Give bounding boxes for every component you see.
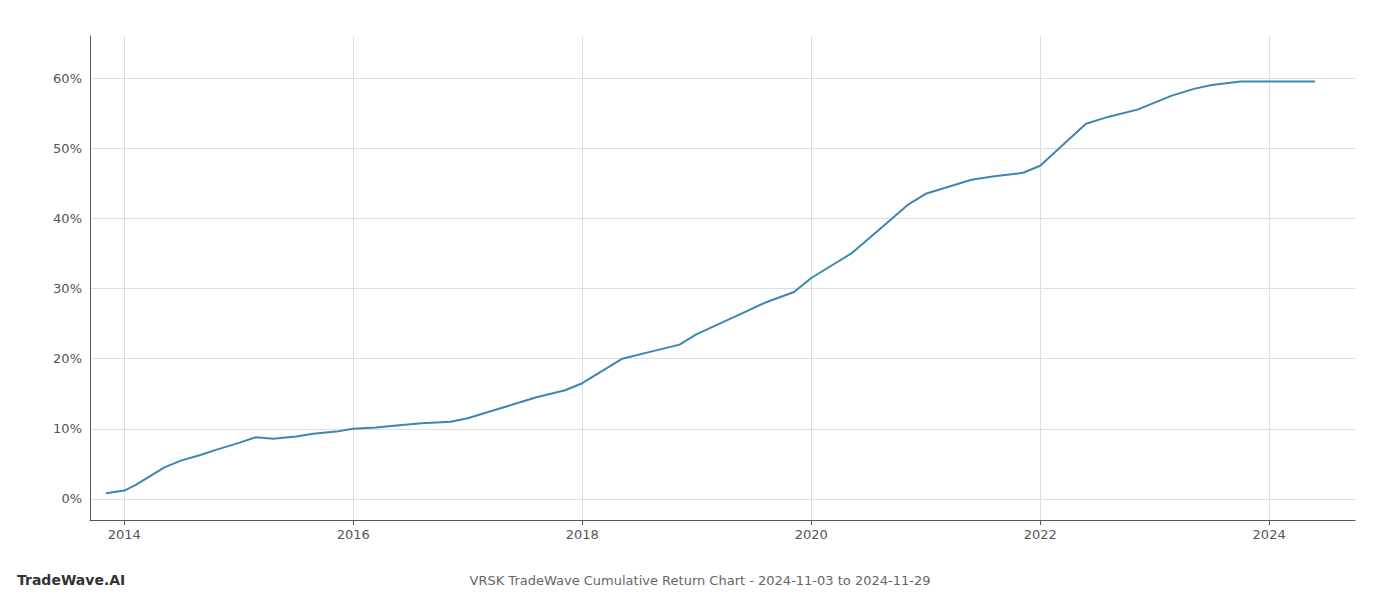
svg-text:40%: 40% [53, 211, 82, 226]
svg-text:0%: 0% [61, 491, 82, 506]
svg-text:TradeWave.AI: TradeWave.AI [17, 572, 125, 588]
svg-text:2016: 2016 [337, 527, 370, 542]
svg-text:VRSK TradeWave Cumulative Retu: VRSK TradeWave Cumulative Return Chart -… [470, 573, 931, 588]
svg-text:2014: 2014 [108, 527, 141, 542]
svg-text:50%: 50% [53, 141, 82, 156]
svg-text:20%: 20% [53, 351, 82, 366]
svg-text:2024: 2024 [1253, 527, 1286, 542]
svg-text:2022: 2022 [1024, 527, 1057, 542]
svg-text:2020: 2020 [795, 527, 828, 542]
svg-text:60%: 60% [53, 71, 82, 86]
svg-text:10%: 10% [53, 421, 82, 436]
svg-text:30%: 30% [53, 281, 82, 296]
svg-text:2018: 2018 [566, 527, 599, 542]
